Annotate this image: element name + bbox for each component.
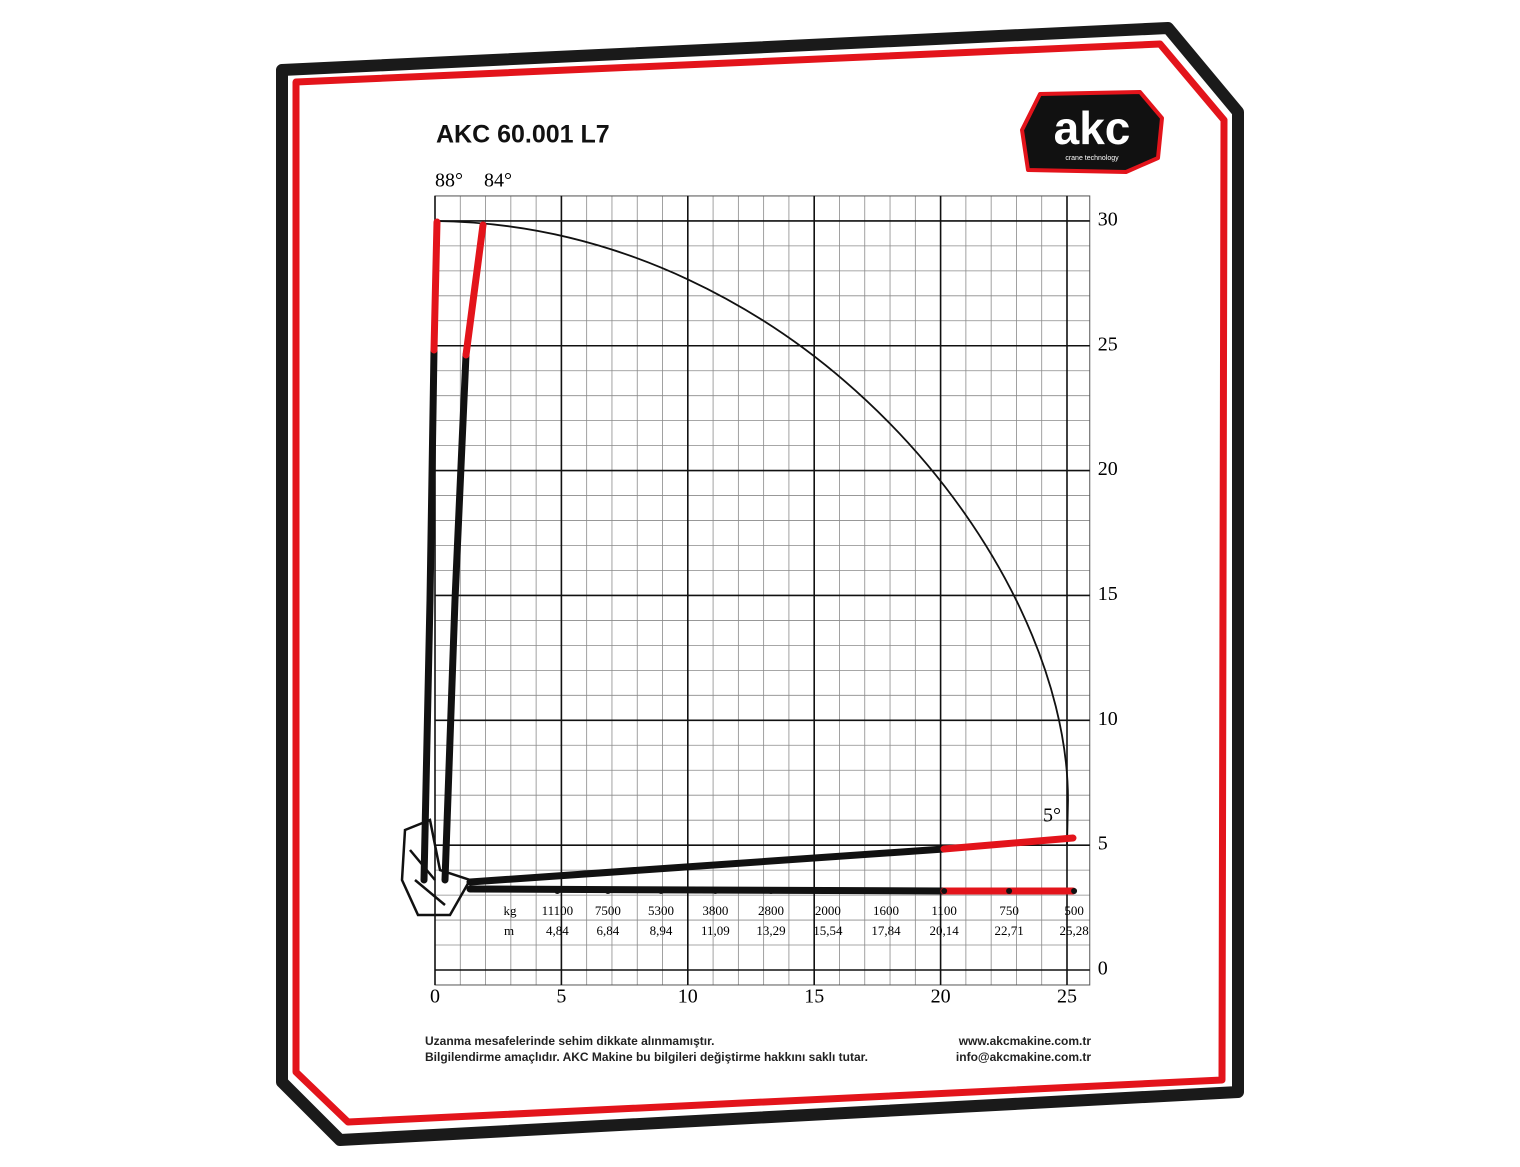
boom xyxy=(430,218,441,354)
y-tick-label: 20 xyxy=(1098,458,1118,480)
boom xyxy=(441,351,470,884)
x-tick-label: 20 xyxy=(931,986,951,1008)
load-label: 5300 xyxy=(648,903,674,918)
reach-point xyxy=(767,888,774,894)
x-tick-label: 10 xyxy=(678,986,698,1008)
boom xyxy=(462,221,487,359)
y-tick-label: 15 xyxy=(1098,583,1118,605)
x-tick-label: 15 xyxy=(804,986,824,1008)
y-tick-label: 25 xyxy=(1098,333,1118,355)
load-label: 1600 xyxy=(873,903,899,918)
y-tick-label: 0 xyxy=(1098,958,1108,980)
angle-label: 5° xyxy=(1043,805,1061,827)
row-label: m xyxy=(504,923,514,938)
crane-base xyxy=(400,818,472,917)
contact: www.akcmakine.com.tr xyxy=(958,1034,1092,1048)
reach-point xyxy=(554,888,561,894)
reach-label: 22,71 xyxy=(994,923,1023,938)
crane-drawing xyxy=(400,218,1077,917)
note: Uzanma mesafelerinde sehim dikkate alınm… xyxy=(425,1034,714,1048)
reach-label: 20,14 xyxy=(930,923,960,938)
reach-point xyxy=(604,888,611,894)
boom xyxy=(940,834,1077,853)
logo-name: akc xyxy=(1054,102,1131,154)
load-label: 11100 xyxy=(542,903,574,918)
reach-point xyxy=(1071,888,1078,894)
x-tick-label: 0 xyxy=(430,986,440,1008)
reach-point xyxy=(712,888,719,894)
angle-label: 84° xyxy=(484,170,512,192)
reach-point xyxy=(1006,888,1013,894)
reach-point xyxy=(882,888,889,894)
boom xyxy=(466,845,948,886)
chart-title: AKC 60.001 L7 xyxy=(436,121,610,149)
y-tick-label: 10 xyxy=(1098,708,1118,730)
reach-label: 6,84 xyxy=(597,923,620,938)
load-label: 750 xyxy=(999,903,1019,918)
reach-label: 15,54 xyxy=(813,923,843,938)
load-label: 2000 xyxy=(815,903,841,918)
reach-label: 4,84 xyxy=(546,923,569,938)
reach-label: 17,84 xyxy=(871,923,901,938)
reach-point xyxy=(658,888,665,894)
load-label: 7500 xyxy=(595,903,621,918)
row-label: kg xyxy=(504,903,518,918)
y-tick-label: 30 xyxy=(1098,208,1118,230)
x-tick-label: 5 xyxy=(556,986,566,1008)
load-label: 3800 xyxy=(702,903,728,918)
load-label: 2800 xyxy=(758,903,784,918)
reach-label: 8,94 xyxy=(650,923,673,938)
angle-label: 88° xyxy=(435,170,463,192)
boom xyxy=(466,885,948,895)
reach-point xyxy=(941,888,948,894)
load-label: 500 xyxy=(1064,903,1084,918)
boom xyxy=(420,346,438,884)
y-tick-label: 5 xyxy=(1098,833,1108,855)
reach-label: 25,28 xyxy=(1059,923,1088,938)
x-tick-label: 25 xyxy=(1057,986,1077,1008)
reach-label: 13,29 xyxy=(756,923,785,938)
contact: info@akcmakine.com.tr xyxy=(956,1050,1091,1064)
reach-envelope xyxy=(434,220,1069,846)
note: Bilgilendirme amaçlıdır. AKC Makine bu b… xyxy=(425,1050,868,1064)
load-label: 1100 xyxy=(931,903,957,918)
logo-tagline: crane technology xyxy=(1065,155,1119,162)
frame-inner xyxy=(292,40,1228,1126)
reach-label: 11,09 xyxy=(701,923,730,938)
logo-badge xyxy=(1020,90,1164,174)
reach-point xyxy=(824,888,831,894)
